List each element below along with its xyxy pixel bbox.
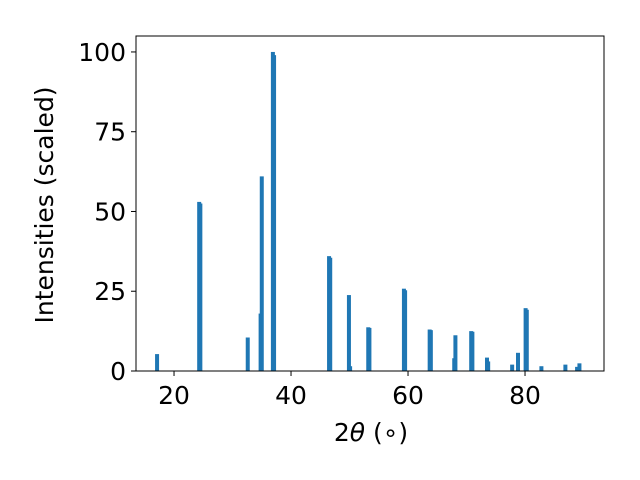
bar — [516, 352, 520, 371]
bar — [348, 366, 353, 371]
x-tick-label: 80 — [509, 381, 541, 410]
bar — [328, 257, 333, 371]
bar — [470, 331, 475, 371]
bar — [259, 176, 264, 371]
x-axis-label-symbol: θ — [350, 418, 365, 447]
y-tick-label: 0 — [110, 357, 126, 386]
plot-frame — [135, 35, 605, 372]
x-axis-label: 2θ (∘) — [334, 418, 408, 447]
bar — [428, 330, 433, 371]
bar — [510, 364, 515, 371]
bar — [575, 366, 580, 371]
x-axis-label-prefix: 2 — [334, 418, 350, 447]
y-tick-label: 75 — [94, 118, 126, 147]
bar — [155, 354, 160, 371]
y-tick-label: 50 — [94, 197, 126, 226]
bar — [524, 309, 529, 371]
x-axis-label-unit: (∘) — [365, 418, 408, 447]
bar — [272, 55, 277, 371]
y-tick-label: 25 — [94, 277, 126, 306]
bar — [346, 295, 351, 371]
y-tick-label: 100 — [78, 38, 126, 67]
bar — [367, 327, 372, 371]
bar — [403, 290, 408, 371]
x-tick-label: 20 — [158, 381, 190, 410]
bar — [486, 361, 491, 371]
x-tick-label: 60 — [392, 381, 424, 410]
bars-group — [155, 51, 582, 371]
bar — [245, 337, 250, 371]
y-axis-label: Intensities (scaled) — [30, 86, 59, 323]
x-axis-ticks: 20 40 60 80 — [158, 371, 541, 410]
y-axis-ticks: 0 25 50 75 100 — [78, 38, 136, 386]
bar — [577, 363, 582, 371]
bar — [563, 364, 568, 371]
bar — [198, 203, 203, 371]
x-tick-label: 40 — [275, 381, 307, 410]
bar — [453, 335, 458, 371]
bar — [539, 366, 544, 371]
